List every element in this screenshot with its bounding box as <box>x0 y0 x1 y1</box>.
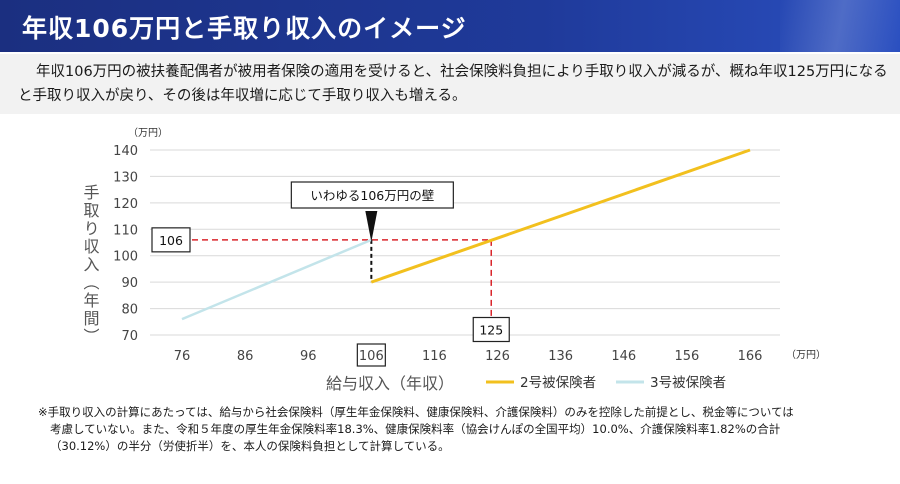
wall-label: いわゆる106万円の壁 <box>310 188 434 203</box>
x-unit-label: （万円） <box>786 349 826 361</box>
chart-legend: 2号被保険者 3号被保険者 <box>486 375 726 391</box>
wall-pointer <box>365 211 378 242</box>
chart-annotations: いわゆる106万円の壁 106 125 <box>151 181 510 343</box>
chart: 70 80 90 100 110 120 130 140 76 86 96 106 116 126 136… <box>81 127 827 393</box>
legend-label: 3号被保険者 <box>650 375 726 391</box>
wall-label-box <box>290 181 454 209</box>
y-tick-label: 100 <box>113 250 138 265</box>
title-bar: 年収106万円と手取り収入のイメージ <box>0 0 900 52</box>
y-tick-label: 70 <box>121 329 138 344</box>
footnote: ※手取り収入の計算にあたっては、給与から社会保険料（厚生年金保険料、健康保険料、… <box>38 404 888 455</box>
summary-text: 年収106万円の被扶養配偶者が被用者保険の適用を受けると、社会保険料負担により手… <box>18 64 888 104</box>
title-decoration <box>780 0 900 52</box>
x-marker-box <box>472 316 510 343</box>
footnote-line: ※手取り収入の計算にあたっては、給与から社会保険料（厚生年金保険料、健康保険料、… <box>38 405 794 419</box>
y-tick-label: 120 <box>113 197 138 212</box>
legend-label: 2号被保険者 <box>520 375 596 391</box>
x-tick-label: 166 <box>738 349 763 364</box>
x-tick-label: 106 <box>359 349 384 364</box>
chart-grid <box>150 149 780 336</box>
footnote-line: （30.12%）の半分（労使折半）を、本人の保険料負担として計算している。 <box>50 439 450 453</box>
y-tick-label: 90 <box>121 276 138 291</box>
x-tick-label: 136 <box>548 349 573 364</box>
x-tick-label: 86 <box>237 349 254 364</box>
x-axis-label: 給与収入（年収） <box>326 374 454 393</box>
y-tick-label: 80 <box>121 303 138 318</box>
y-tick-label: 110 <box>113 223 138 238</box>
y-axis-label: 手取り収入（年間） <box>81 184 100 346</box>
y-tick-label: 140 <box>113 144 138 159</box>
x-tick-label: 146 <box>611 349 636 364</box>
x-tick-label: 116 <box>422 349 447 364</box>
page-title: 年収106万円と手取り収入のイメージ <box>22 14 467 43</box>
highlighted-tick-box <box>356 343 386 367</box>
x-tick-label: 96 <box>300 349 317 364</box>
summary-box: 年収106万円の被扶養配偶者が被用者保険の適用を受けると、社会保険料負担により手… <box>0 54 900 114</box>
y-unit-label: （万円） <box>128 127 168 139</box>
x-tick-labels: 76 86 96 106 116 126 136 146 156 166 <box>174 343 763 367</box>
chart-series <box>181 148 751 321</box>
x-tick-label: 156 <box>674 349 699 364</box>
x-tick-label: 126 <box>485 349 510 364</box>
y-tick-labels: 70 80 90 100 110 120 130 140 <box>113 144 138 344</box>
y-marker-label: 106 <box>159 233 183 248</box>
series-line <box>181 238 372 321</box>
footnote-line: 考慮していない。また、令和５年度の厚生年金保険料率18.3%、健康保険料率（協会… <box>50 422 781 436</box>
y-marker-box <box>151 227 191 253</box>
series-line <box>370 148 751 284</box>
y-tick-label: 130 <box>113 170 138 185</box>
x-tick-label: 76 <box>174 349 191 364</box>
dashed-guides <box>192 239 492 317</box>
x-marker-label: 125 <box>479 323 503 338</box>
